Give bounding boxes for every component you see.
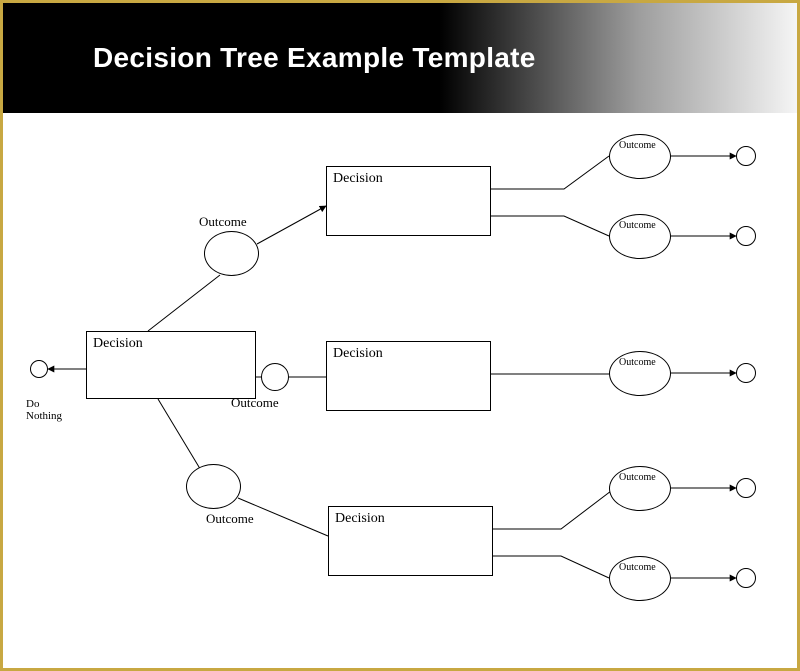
outcome-mid-label: Outcome	[231, 395, 279, 411]
edge	[491, 156, 609, 189]
diagram-canvas: DoNothing Decision Outcome Outcome Outco…	[6, 116, 794, 665]
edge	[257, 206, 326, 244]
outcome-node-mid	[261, 363, 289, 391]
decision-node-bot: Decision	[328, 506, 493, 576]
outcome-ellipse-3: Outcome	[609, 351, 671, 396]
edge	[493, 556, 609, 578]
do-nothing-label: DoNothing	[26, 398, 62, 422]
terminal-node-3	[736, 363, 756, 383]
outcome-ellipse-4: Outcome	[609, 466, 671, 511]
edge	[493, 491, 611, 529]
node-label: Outcome	[619, 352, 661, 395]
terminal-node-4	[736, 478, 756, 498]
outcome-ellipse-2: Outcome	[609, 214, 671, 259]
outcome-node-top	[204, 231, 259, 276]
decision-node-mid: Decision	[326, 341, 491, 411]
node-label: Outcome	[619, 467, 661, 510]
terminal-node-left	[30, 360, 48, 378]
page-frame: Decision Tree Example Template DoNothing…	[0, 0, 800, 671]
node-label: Decision	[335, 511, 385, 526]
header-bar: Decision Tree Example Template	[3, 3, 797, 113]
label-text: Outcome	[199, 214, 247, 229]
label-text: Outcome	[206, 511, 254, 526]
outcome-node-bot	[186, 464, 241, 509]
edge	[491, 216, 609, 236]
edge	[148, 275, 220, 331]
outcome-ellipse-5: Outcome	[609, 556, 671, 601]
terminal-node-2	[736, 226, 756, 246]
node-label: Decision	[93, 336, 143, 351]
terminal-node-5	[736, 568, 756, 588]
root-decision-node: Decision	[86, 331, 256, 399]
outcome-top-label: Outcome	[199, 214, 247, 230]
terminal-node-1	[736, 146, 756, 166]
node-label: Decision	[333, 171, 383, 186]
node-label: Decision	[333, 346, 383, 361]
outcome-ellipse-1: Outcome	[609, 134, 671, 179]
node-label: Outcome	[619, 215, 661, 258]
decision-node-top: Decision	[326, 166, 491, 236]
node-label: Outcome	[619, 135, 661, 178]
node-label: Outcome	[619, 557, 661, 600]
label-text: Outcome	[231, 395, 279, 410]
page-title: Decision Tree Example Template	[93, 42, 536, 74]
edge	[158, 399, 202, 472]
label-text: DoNothing	[26, 398, 62, 422]
outcome-bot-label: Outcome	[206, 511, 254, 527]
